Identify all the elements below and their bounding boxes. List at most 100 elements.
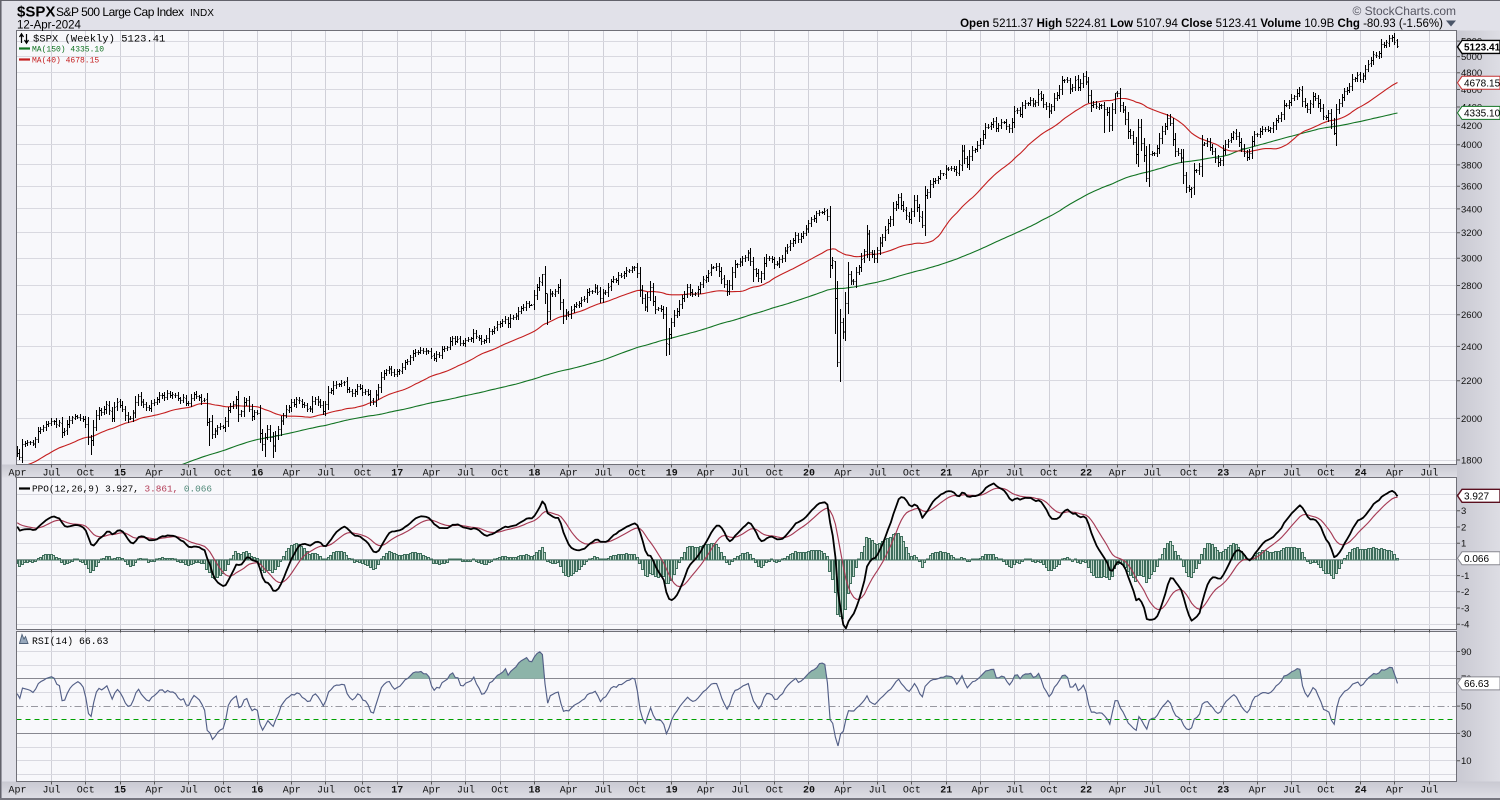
svg-text:2800: 2800 [1461,281,1482,292]
svg-text:20: 20 [803,786,815,797]
svg-text:2600: 2600 [1461,310,1482,321]
svg-text:© StockCharts.com: © StockCharts.com [1352,4,1456,18]
svg-text:Jul: Jul [1006,785,1024,797]
svg-text:Oct: Oct [766,786,784,797]
svg-text:Oct: Oct [491,469,509,480]
svg-text:5000: 5000 [1461,52,1482,63]
svg-text:Jul: Jul [457,785,475,797]
svg-text:19: 19 [666,469,678,480]
svg-text:4678.15: 4678.15 [1464,78,1500,89]
svg-text:Apr: Apr [8,786,26,797]
svg-text:Apr: Apr [283,786,301,797]
svg-text:Jul: Jul [42,468,60,480]
svg-text:$SPX: $SPX [17,4,55,21]
svg-text:66.63: 66.63 [1464,679,1489,690]
svg-text:Apr: Apr [697,469,715,480]
svg-text:Oct: Oct [1180,469,1198,480]
svg-text:10: 10 [1461,756,1472,767]
svg-text:2: 2 [1461,522,1466,533]
svg-text:Jul: Jul [1283,785,1301,797]
svg-text:3000: 3000 [1461,254,1482,265]
svg-text:2000: 2000 [1461,414,1482,425]
svg-text:4335.10: 4335.10 [1464,108,1500,119]
svg-text:3.927: 3.927 [1464,491,1489,502]
svg-text:Jul: Jul [1143,468,1161,480]
svg-text:2200: 2200 [1461,376,1482,387]
svg-text:20: 20 [803,469,815,480]
svg-text:50: 50 [1461,702,1472,713]
svg-text:15: 15 [114,469,126,480]
svg-text:16: 16 [251,469,263,480]
svg-text:MA(150) 4335.10: MA(150) 4335.10 [32,46,104,55]
svg-text:Oct: Oct [1317,786,1335,797]
svg-text:23: 23 [1217,786,1229,797]
svg-text:3800: 3800 [1461,160,1482,171]
svg-text:15: 15 [114,786,126,797]
svg-text:Apr: Apr [1386,786,1404,797]
svg-text:23: 23 [1217,469,1229,480]
svg-text:0.066: 0.066 [1464,554,1489,565]
svg-text:1: 1 [1461,539,1466,550]
svg-text:Apr: Apr [1109,469,1127,480]
svg-text:18: 18 [528,786,540,797]
svg-text:Apr: Apr [283,469,301,480]
svg-text:Jul: Jul [317,785,335,797]
svg-text:3200: 3200 [1461,228,1482,239]
svg-text:4000: 4000 [1461,140,1482,151]
svg-text:Oct: Oct [766,469,784,480]
svg-text:Jul: Jul [1006,468,1024,480]
svg-text:Oct: Oct [628,786,646,797]
svg-text:Apr: Apr [423,786,441,797]
svg-text:Open 5211.37 High 5224.81 Low: Open 5211.37 High 5224.81 Low 5107.94 Cl… [960,18,1443,30]
svg-text:3: 3 [1461,506,1466,517]
svg-text:-2: -2 [1461,587,1469,598]
svg-text:12-Apr-2024: 12-Apr-2024 [17,20,82,32]
svg-text:Apr: Apr [423,469,441,480]
svg-text:Jul: Jul [731,785,749,797]
svg-text:Apr: Apr [145,469,163,480]
svg-text:Apr: Apr [560,786,578,797]
svg-text:Oct: Oct [1040,786,1058,797]
svg-text:-3: -3 [1461,603,1469,614]
svg-text:Jul: Jul [317,468,335,480]
svg-text:Oct: Oct [903,469,921,480]
svg-text:S&P 500 Large Cap Index: S&P 500 Large Cap Index [56,5,184,19]
svg-text:Jul: Jul [869,468,887,480]
svg-text:Apr: Apr [8,469,26,480]
svg-text:2400: 2400 [1461,342,1482,353]
svg-text:Oct: Oct [214,786,232,797]
svg-text:Jul: Jul [1143,785,1161,797]
svg-text:PPO(12,26,9) 3.927, 3.861, 0.0: PPO(12,26,9) 3.927, 3.861, 0.066 [32,484,212,495]
svg-text:22: 22 [1080,469,1092,480]
svg-text:4800: 4800 [1461,68,1482,79]
svg-text:Jul: Jul [1420,785,1438,797]
svg-text:Oct: Oct [214,469,232,480]
svg-text:Apr: Apr [1109,786,1127,797]
svg-text:Oct: Oct [77,469,95,480]
svg-text:Jul: Jul [1420,468,1438,480]
svg-text:22: 22 [1080,786,1092,797]
svg-text:Apr: Apr [697,786,715,797]
svg-text:24: 24 [1355,786,1367,797]
svg-text:Oct: Oct [354,469,372,480]
svg-text:Jul: Jul [180,468,198,480]
svg-text:17: 17 [391,786,403,797]
svg-text:16: 16 [251,786,263,797]
svg-text:Oct: Oct [491,786,509,797]
svg-text:INDX: INDX [190,8,214,19]
svg-text:Oct: Oct [903,786,921,797]
svg-text:Jul: Jul [594,785,612,797]
svg-text:30: 30 [1461,729,1472,740]
svg-text:Apr: Apr [834,786,852,797]
svg-text:-1: -1 [1461,571,1469,582]
svg-text:Jul: Jul [1283,468,1301,480]
svg-text:Jul: Jul [731,468,749,480]
svg-text:Oct: Oct [1180,786,1198,797]
svg-text:$SPX (Weekly) 5123.41: $SPX (Weekly) 5123.41 [33,34,165,46]
svg-text:90: 90 [1461,647,1472,658]
svg-text:-4: -4 [1461,620,1469,631]
svg-text:19: 19 [666,786,678,797]
svg-text:Jul: Jul [42,785,60,797]
svg-text:Apr: Apr [971,786,989,797]
svg-text:17: 17 [391,469,403,480]
